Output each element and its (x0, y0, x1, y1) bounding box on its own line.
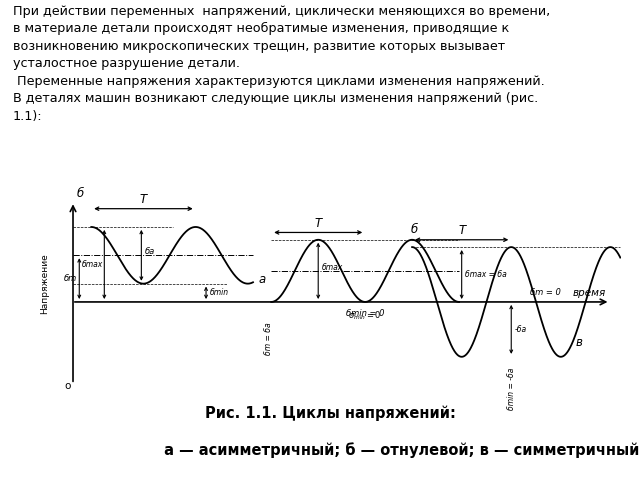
Text: а — асимметричный; б — отнулевой; в — симметричный: а — асимметричный; б — отнулевой; в — си… (159, 443, 639, 458)
Text: время: время (573, 288, 606, 298)
Text: в: в (576, 336, 582, 349)
Text: $\sigma_{min}=0$: $\sigma_{min}=0$ (348, 309, 382, 322)
Text: бm: бm (64, 274, 77, 283)
Text: При действии переменных  напряжений, циклически меняющихся во времени,
в материа: При действии переменных напряжений, цикл… (13, 5, 550, 123)
Text: T: T (140, 193, 147, 206)
Text: бmax = бa: бmax = бa (465, 270, 507, 279)
Text: бmin: бmin (210, 288, 229, 297)
Text: а: а (258, 273, 266, 286)
Text: -бa: -бa (515, 325, 527, 334)
Text: T: T (458, 224, 465, 237)
Text: б: б (411, 223, 418, 236)
Text: о: о (64, 382, 70, 392)
Text: бm = бa: бm = бa (264, 322, 273, 355)
Text: б: б (76, 188, 83, 201)
Text: бm = 0: бm = 0 (531, 288, 561, 298)
Text: бmin = 0: бmin = 0 (346, 309, 385, 318)
Text: бmax: бmax (81, 260, 103, 269)
Text: Рис. 1.1. Циклы напряжений:: Рис. 1.1. Циклы напряжений: (205, 406, 456, 421)
Text: бmin = -бa: бmin = -бa (507, 368, 516, 410)
Text: бmax: бmax (322, 263, 343, 272)
Text: бa: бa (145, 247, 156, 256)
Text: T: T (315, 216, 322, 230)
Text: Напряжение: Напряжение (40, 253, 49, 314)
